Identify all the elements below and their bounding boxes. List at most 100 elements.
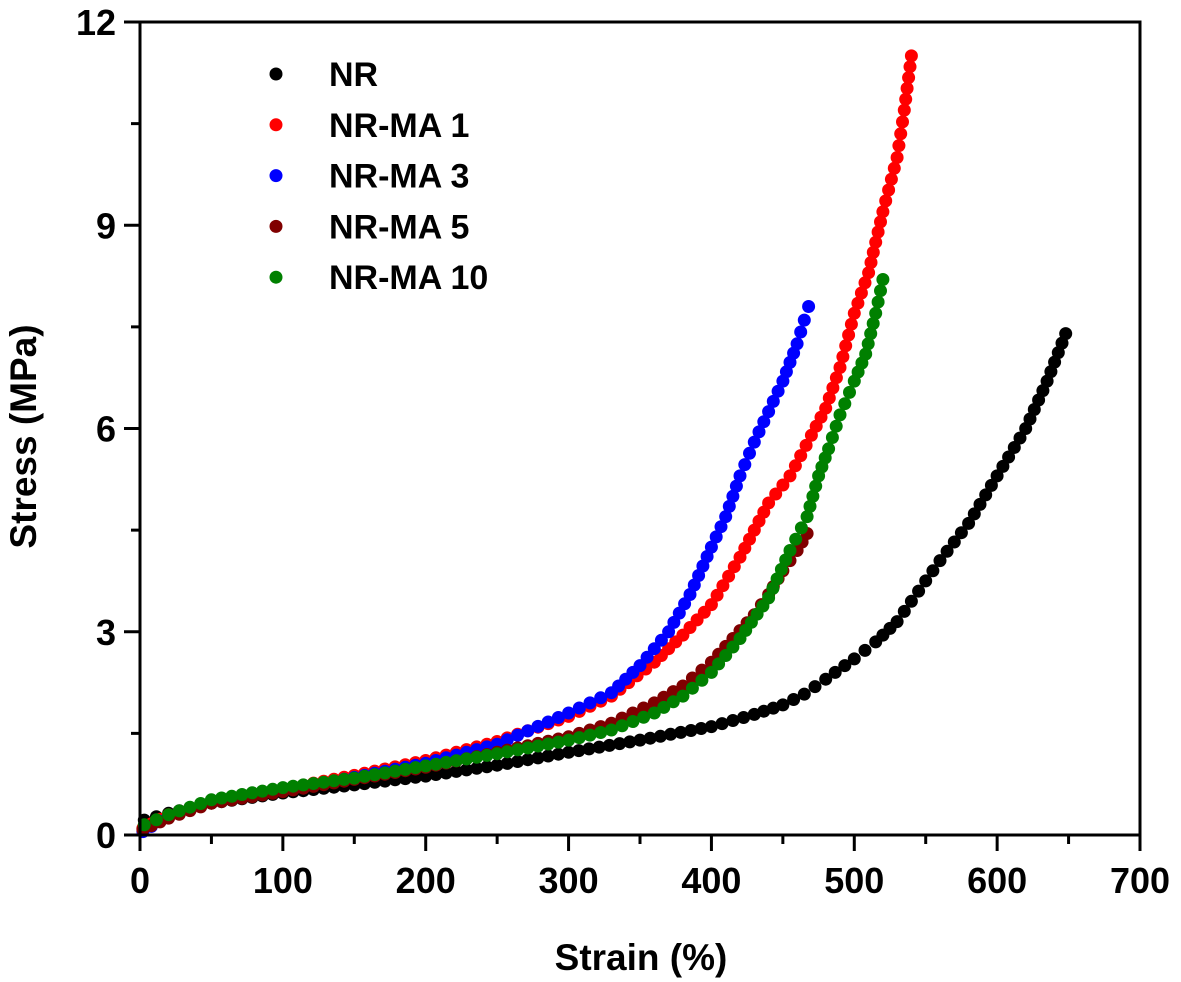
data-point (511, 743, 525, 757)
data-point (892, 139, 906, 153)
data-point (719, 649, 733, 662)
data-point (666, 695, 680, 709)
data-point (398, 762, 412, 776)
data-point (794, 325, 808, 339)
data-point (637, 710, 651, 724)
data-point (979, 488, 993, 502)
data-point (429, 757, 443, 771)
legend-item: NR-MA 5 (269, 208, 469, 246)
y-tick-label: 9 (96, 205, 116, 246)
data-point (511, 755, 525, 768)
legend-item: NR-MA 3 (269, 158, 469, 196)
data-point (874, 215, 887, 229)
data-point (439, 755, 453, 769)
data-point (684, 724, 698, 737)
x-axis-title: Strain (%) (555, 937, 728, 978)
data-point (794, 521, 808, 535)
data-point (866, 317, 880, 330)
data-point (592, 740, 606, 754)
data-point (752, 425, 766, 439)
data-point (933, 554, 947, 568)
data-point (541, 737, 555, 751)
data-point (296, 778, 310, 792)
data-point (822, 391, 836, 405)
data-point (803, 499, 817, 513)
y-axis-ticks (124, 20, 140, 837)
data-point (926, 564, 940, 578)
data-point (743, 446, 756, 460)
data-point (869, 306, 883, 320)
data-point (866, 245, 880, 259)
data-point (480, 760, 494, 774)
data-point (776, 478, 790, 492)
data-point (613, 737, 627, 751)
data-point (828, 665, 842, 679)
data-point (694, 722, 708, 735)
data-point (541, 715, 555, 729)
data-point (809, 479, 823, 493)
legend-item: NR (269, 56, 378, 94)
data-point (887, 161, 901, 175)
data-point (719, 510, 733, 524)
data-point (996, 459, 1010, 473)
data-point (172, 804, 186, 818)
data-point (640, 650, 654, 664)
data-point (215, 791, 229, 805)
data-point (490, 747, 504, 761)
data-point (859, 347, 873, 361)
series-layer (136, 49, 1073, 839)
data-point (829, 419, 843, 433)
data-point (851, 296, 865, 310)
data-point (912, 584, 926, 598)
data-point (685, 681, 699, 695)
data-point (419, 759, 433, 773)
y-axis-tick-labels: 0 3 6 9 12 (76, 2, 116, 856)
data-point (674, 725, 688, 739)
data-point (757, 415, 771, 429)
data-point (500, 745, 514, 759)
data-point (776, 698, 790, 712)
data-point (843, 385, 856, 399)
data-point (871, 295, 885, 309)
data-point (1002, 450, 1016, 464)
data-point (819, 401, 833, 415)
data-point (790, 337, 804, 351)
data-point (822, 442, 836, 456)
legend-marker (269, 169, 283, 183)
data-point (802, 300, 816, 313)
data-point (783, 544, 797, 557)
data-point (347, 771, 361, 785)
data-point (429, 768, 443, 781)
data-point (897, 604, 911, 618)
data-point (439, 766, 453, 780)
data-point (839, 339, 853, 353)
data-point (838, 659, 852, 673)
data-point (572, 731, 586, 745)
data-point (460, 763, 473, 777)
data-point (1007, 441, 1021, 454)
data-point (747, 435, 761, 449)
data-point (541, 749, 555, 763)
data-point (676, 689, 690, 703)
data-point (594, 691, 608, 705)
data-point (838, 397, 852, 411)
data-point (664, 727, 678, 741)
data-point (800, 510, 814, 524)
data-point (637, 701, 651, 715)
data-point (722, 569, 736, 583)
data-point (307, 777, 320, 790)
data-point (317, 775, 331, 789)
data-point (194, 797, 208, 810)
y-tick-label: 6 (96, 409, 116, 450)
legend-marker (269, 67, 283, 81)
data-point (551, 747, 565, 761)
y-tick-label: 0 (96, 815, 116, 856)
data-point (847, 306, 861, 320)
data-point (847, 652, 861, 666)
y-tick-label: 12 (76, 2, 116, 43)
legend-label: NR-MA 3 (329, 158, 469, 196)
data-point (890, 615, 904, 629)
data-point (797, 687, 811, 701)
data-point (806, 489, 820, 503)
